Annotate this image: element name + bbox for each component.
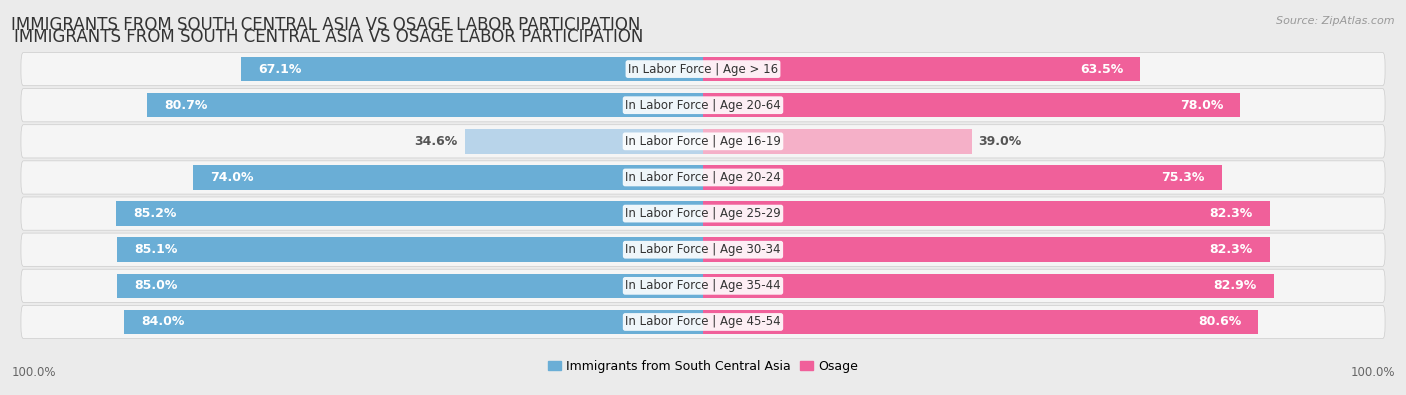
FancyBboxPatch shape — [21, 161, 1385, 194]
FancyBboxPatch shape — [21, 197, 1385, 230]
Text: 85.2%: 85.2% — [134, 207, 177, 220]
Text: 74.0%: 74.0% — [211, 171, 254, 184]
Bar — [117, 201, 703, 226]
Bar — [703, 310, 1258, 334]
Text: 82.9%: 82.9% — [1213, 279, 1257, 292]
Bar — [117, 237, 703, 262]
Text: 39.0%: 39.0% — [979, 135, 1022, 148]
Bar — [703, 129, 972, 154]
FancyBboxPatch shape — [21, 53, 1385, 86]
Bar — [124, 310, 703, 334]
Text: 84.0%: 84.0% — [142, 316, 184, 329]
Text: In Labor Force | Age 30-34: In Labor Force | Age 30-34 — [626, 243, 780, 256]
Bar — [703, 274, 1274, 298]
Text: 82.3%: 82.3% — [1209, 207, 1253, 220]
Text: 80.6%: 80.6% — [1198, 316, 1241, 329]
Text: In Labor Force | Age 35-44: In Labor Force | Age 35-44 — [626, 279, 780, 292]
Text: 80.7%: 80.7% — [165, 99, 208, 112]
Legend: Immigrants from South Central Asia, Osage: Immigrants from South Central Asia, Osag… — [548, 360, 858, 373]
Text: 75.3%: 75.3% — [1161, 171, 1205, 184]
Text: 100.0%: 100.0% — [1350, 366, 1395, 379]
FancyBboxPatch shape — [21, 305, 1385, 339]
Text: 100.0%: 100.0% — [11, 366, 56, 379]
Text: In Labor Force | Age 20-64: In Labor Force | Age 20-64 — [626, 99, 780, 112]
Bar — [703, 93, 1240, 117]
Text: In Labor Force | Age 20-24: In Labor Force | Age 20-24 — [626, 171, 780, 184]
Text: IMMIGRANTS FROM SOUTH CENTRAL ASIA VS OSAGE LABOR PARTICIPATION: IMMIGRANTS FROM SOUTH CENTRAL ASIA VS OS… — [14, 28, 644, 45]
Text: Source: ZipAtlas.com: Source: ZipAtlas.com — [1277, 16, 1395, 26]
FancyBboxPatch shape — [21, 125, 1385, 158]
FancyBboxPatch shape — [21, 269, 1385, 303]
Text: 85.1%: 85.1% — [134, 243, 177, 256]
Text: IMMIGRANTS FROM SOUTH CENTRAL ASIA VS OSAGE LABOR PARTICIPATION: IMMIGRANTS FROM SOUTH CENTRAL ASIA VS OS… — [11, 16, 641, 34]
FancyBboxPatch shape — [21, 233, 1385, 266]
Text: 82.3%: 82.3% — [1209, 243, 1253, 256]
Text: 85.0%: 85.0% — [135, 279, 179, 292]
Bar — [193, 165, 703, 190]
Text: In Labor Force | Age 25-29: In Labor Force | Age 25-29 — [626, 207, 780, 220]
Text: In Labor Force | Age 16-19: In Labor Force | Age 16-19 — [626, 135, 780, 148]
Text: In Labor Force | Age 45-54: In Labor Force | Age 45-54 — [626, 316, 780, 329]
Text: 34.6%: 34.6% — [415, 135, 458, 148]
FancyBboxPatch shape — [21, 88, 1385, 122]
Text: In Labor Force | Age > 16: In Labor Force | Age > 16 — [628, 62, 778, 75]
Bar — [703, 201, 1270, 226]
Text: 63.5%: 63.5% — [1080, 62, 1123, 75]
Text: 67.1%: 67.1% — [257, 62, 301, 75]
Bar — [703, 237, 1270, 262]
Text: 78.0%: 78.0% — [1180, 99, 1223, 112]
Bar — [118, 274, 703, 298]
Bar — [703, 57, 1140, 81]
Bar — [240, 57, 703, 81]
Bar — [703, 165, 1222, 190]
Bar — [148, 93, 703, 117]
Bar — [464, 129, 703, 154]
